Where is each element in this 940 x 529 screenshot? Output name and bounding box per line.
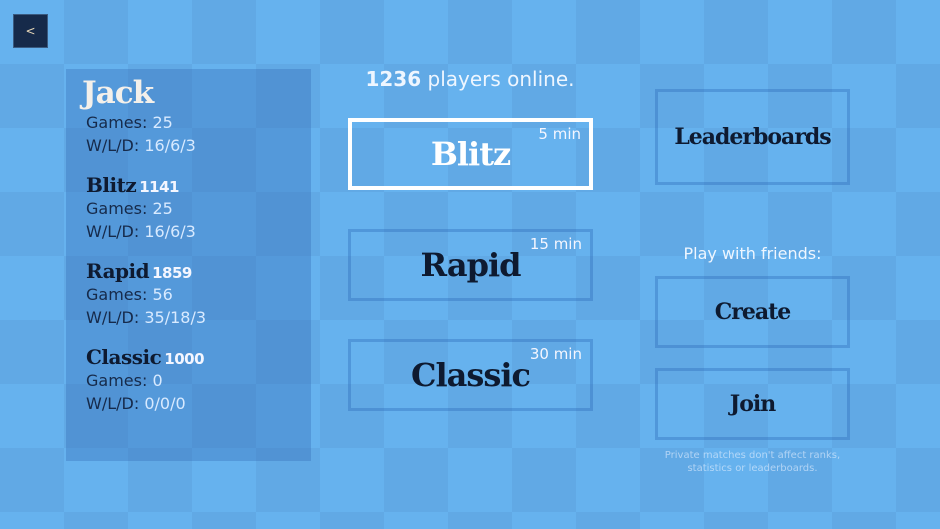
leaderboards-button[interactable]: Leaderboards: [655, 89, 850, 185]
mode-stats-blitz: Blitz 1141: [86, 173, 179, 197]
private-match-note: Private matches don't affect ranks, stat…: [664, 450, 841, 474]
mode-stats-rapid: Rapid 1859: [86, 259, 192, 283]
mode-wld: W/L/D: 16/6/3: [86, 222, 196, 241]
players-online: 1236 players online.: [365, 67, 575, 91]
mode-rating: 1859: [152, 264, 192, 282]
back-button[interactable]: <: [13, 14, 48, 48]
blitz-button[interactable]: Blitz 5 min: [348, 118, 593, 190]
classic-button[interactable]: Classic 30 min: [348, 339, 593, 411]
mode-stats-classic: Classic 1000: [86, 345, 205, 369]
mode-games: Games: 0: [86, 371, 163, 390]
total-wld: W/L/D: 16/6/3: [86, 136, 196, 155]
rapid-button[interactable]: Rapid 15 min: [348, 229, 593, 301]
create-button[interactable]: Create: [655, 276, 850, 348]
mode-games: Games: 56: [86, 285, 173, 304]
mode-rating: 1141: [139, 178, 179, 196]
total-games: Games: 25: [86, 113, 173, 132]
mode-wld: W/L/D: 0/0/0: [86, 394, 186, 413]
mode-games: Games: 25: [86, 199, 173, 218]
player-name: Jack: [82, 75, 154, 111]
join-button[interactable]: Join: [655, 368, 850, 440]
friends-heading: Play with friends:: [683, 244, 822, 263]
mode-wld: W/L/D: 35/18/3: [86, 308, 207, 327]
mode-rating: 1000: [164, 350, 205, 368]
profile-panel: Jack Games: 25 W/L/D: 16/6/3 Blitz 1141 G…: [66, 69, 311, 461]
